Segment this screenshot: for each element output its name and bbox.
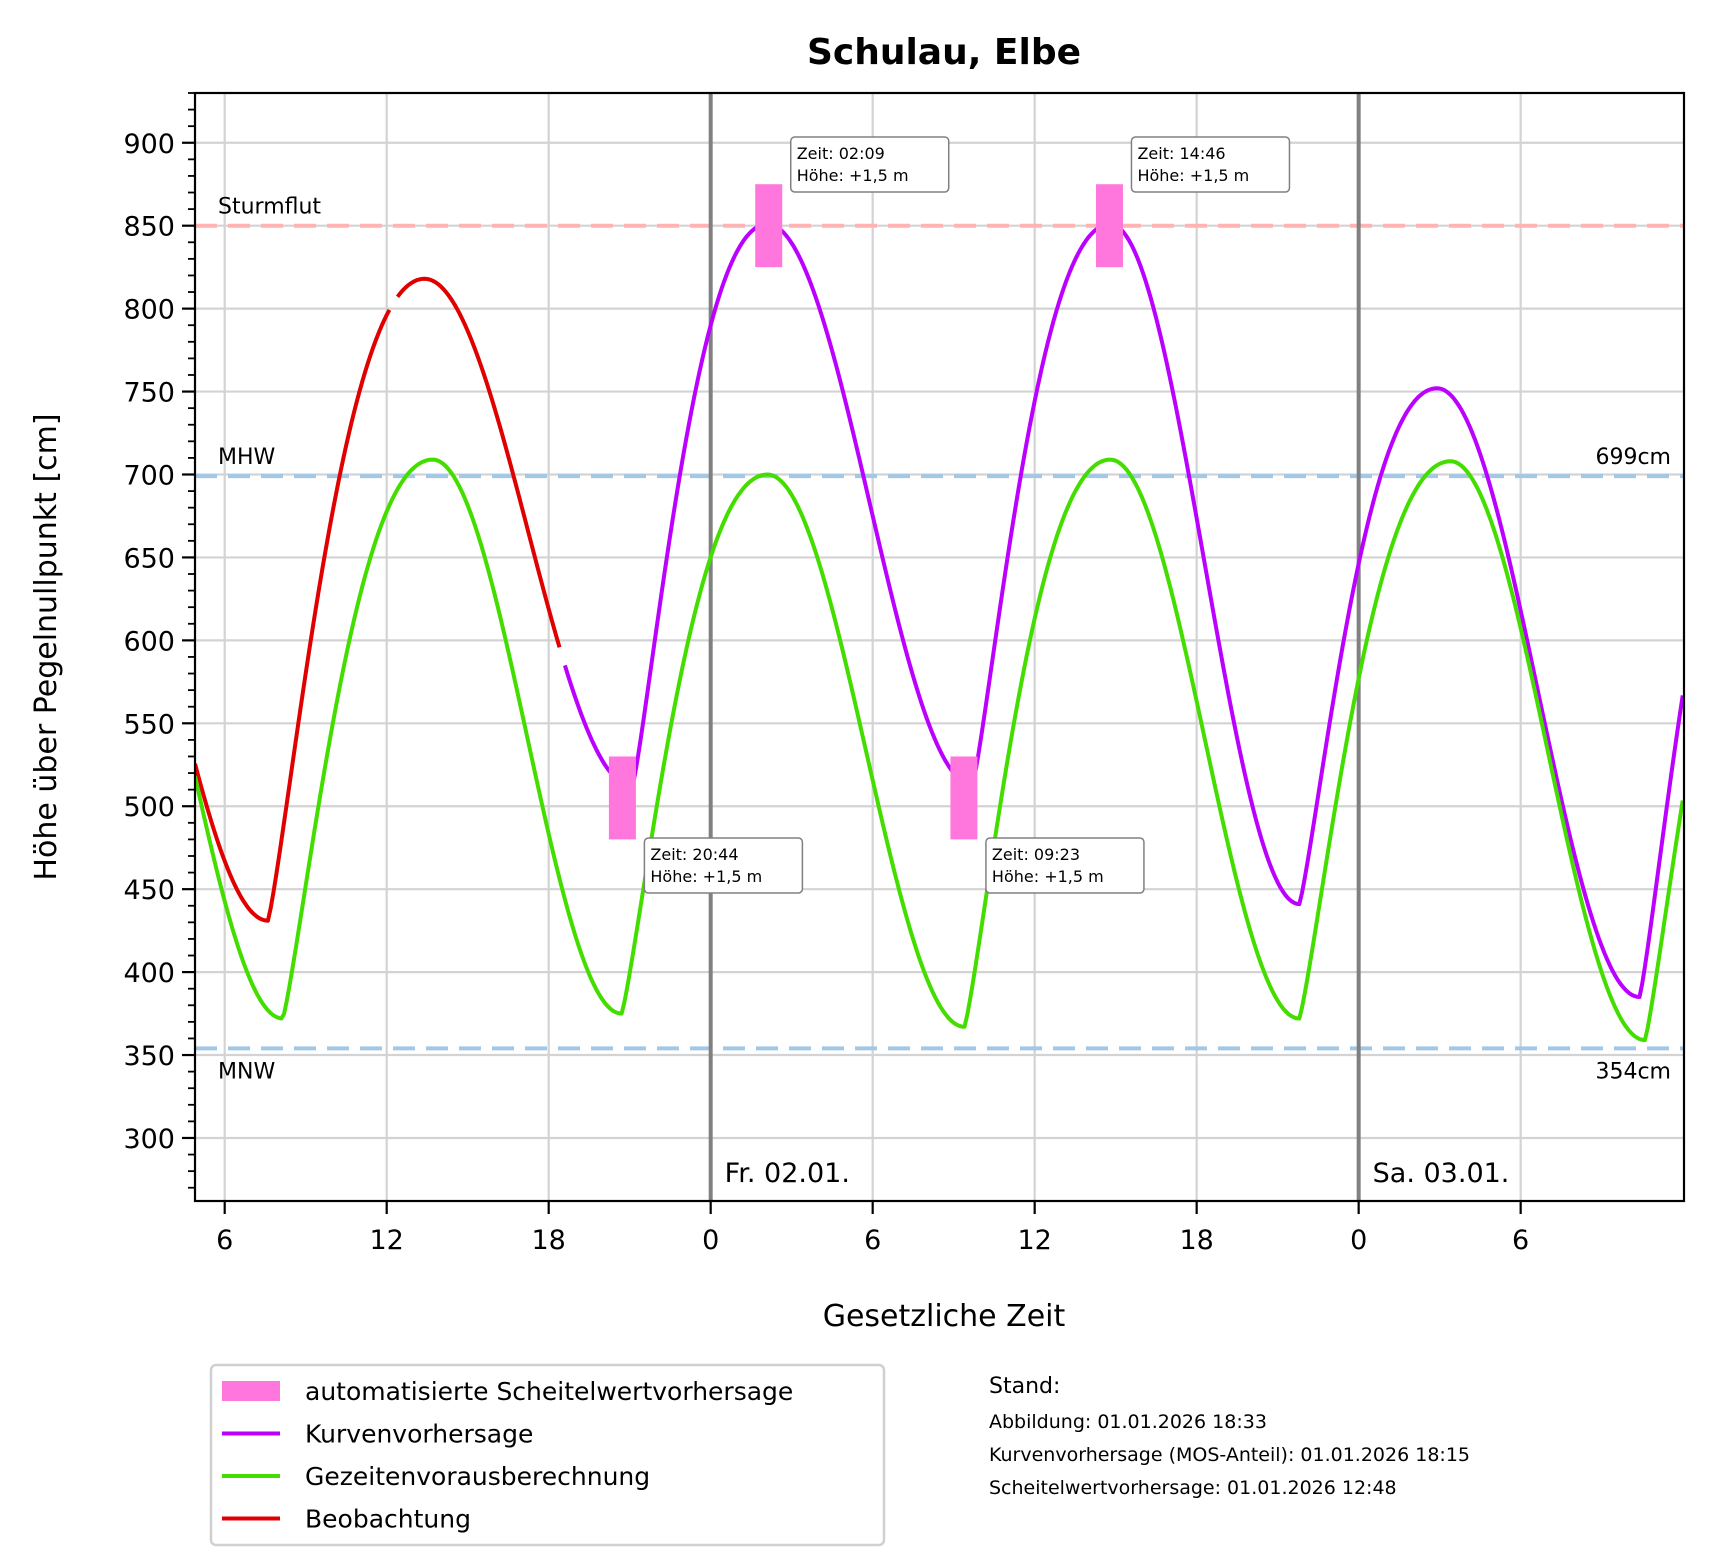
crest-forecast-bar <box>950 756 978 840</box>
reference-label: Sturmflut <box>218 195 321 220</box>
plot-frame <box>193 91 1686 1203</box>
crest-annotation-height: Höhe: +1,5 m <box>797 166 909 185</box>
x-tick-label: 12 <box>1017 1225 1051 1256</box>
legend: automatisierte Scheitelwertvorhersage Kur… <box>209 1363 886 1547</box>
crest-annotation-box <box>1130 136 1291 193</box>
y-tick-label: 850 <box>123 212 175 243</box>
x-tick-label: 18 <box>1179 1225 1213 1256</box>
y-tick-label: 650 <box>123 543 175 574</box>
x-tick-label: 18 <box>532 1225 566 1256</box>
stand-line: Scheitelwertvorhersage: 01.01.2026 12:48 <box>989 1477 1397 1499</box>
grid <box>195 93 1684 1201</box>
y-tick-label: 800 <box>123 295 175 326</box>
series-line-beobachtung <box>195 308 392 923</box>
reference-label: MHW <box>218 445 276 470</box>
reference-label: MNW <box>218 1059 275 1084</box>
crest-annotation-box <box>789 136 950 193</box>
series-group <box>195 222 1684 1043</box>
stand-line: Kurvenvorhersage (MOS-Anteil): 01.01.202… <box>989 1444 1470 1466</box>
x-tick-label: 0 <box>1350 1225 1367 1256</box>
crest-annotation-time: Zeit: 14:46 <box>1137 144 1225 163</box>
series-line-gezeitenvorausberechnung <box>195 457 1684 1043</box>
y-tick-label: 900 <box>123 129 175 160</box>
legend-label: Beobachtung <box>305 1505 471 1534</box>
legend-swatch-patch <box>222 1381 280 1401</box>
crest-annotation-time: Zeit: 02:09 <box>797 144 885 163</box>
y-tick-label: 300 <box>123 1124 175 1155</box>
stand-line: Abbildung: 01.01.2026 18:33 <box>989 1411 1267 1433</box>
stand-info: Stand: Abbildung: 01.01.2026 18:33 Kurve… <box>989 1374 1470 1499</box>
x-tick-label: 6 <box>216 1225 233 1256</box>
y-tick-label: 750 <box>123 378 175 409</box>
y-tick-label: 700 <box>123 460 175 491</box>
legend-label: automatisierte Scheitelwertvorhersage <box>305 1377 793 1406</box>
axes: 6 12 18 0 6 12 18 0 6 300 350 400 450 500 550 600 650 700… <box>123 92 1529 1256</box>
x-axis-label: Gesetzliche Zeit <box>823 1299 1066 1334</box>
day-label: Sa. 03.01. <box>1373 1158 1510 1189</box>
y-axis-label: Höhe über Pegelnullpunkt [cm] <box>29 413 64 880</box>
x-tick-label: 6 <box>1512 1225 1529 1256</box>
y-tick-label: 350 <box>123 1041 175 1072</box>
crest-annotation-height: Höhe: +1,5 m <box>1137 166 1249 185</box>
x-tick-label: 6 <box>864 1225 881 1256</box>
crest-annotation-height: Höhe: +1,5 m <box>992 867 1104 886</box>
day-label: Fr. 02.01. <box>725 1158 850 1189</box>
y-tick-label: 550 <box>123 709 175 740</box>
x-tick-label: 0 <box>702 1225 719 1256</box>
day-lines: Fr. 02.01. Sa. 03.01. <box>708 93 1510 1201</box>
crest-forecasts: Zeit: 20:44 Höhe: +1,5 m Zeit: 02:09 Höhe: … <box>608 136 1291 894</box>
crest-annotation-time: Zeit: 09:23 <box>992 845 1080 864</box>
legend-label: Gezeitenvorausberechnung <box>305 1462 650 1491</box>
crest-forecast-bar <box>608 756 636 840</box>
x-tick-label: 12 <box>370 1225 404 1256</box>
crest-annotation-time: Zeit: 20:44 <box>650 845 738 864</box>
reference-value-label: 699cm <box>1595 445 1671 470</box>
crest-annotation-box <box>985 837 1145 894</box>
crest-forecast-bar <box>1095 184 1123 268</box>
y-tick-label: 400 <box>123 958 175 989</box>
reference-lines: Sturmflut MHW 699cm MNW 354cm <box>195 195 1684 1084</box>
crest-forecast-bar <box>755 184 783 268</box>
legend-label: Kurvenvorhersage <box>305 1420 533 1449</box>
crest-annotation-box <box>643 837 804 894</box>
series-line-kurvenvorhersage <box>562 222 1684 999</box>
series-line-beobachtung <box>395 276 562 648</box>
reference-value-label: 354cm <box>1595 1059 1671 1084</box>
y-tick-label: 600 <box>123 626 175 657</box>
y-tick-label: 450 <box>123 875 175 906</box>
y-tick-label: 500 <box>123 792 175 823</box>
crest-annotation-height: Höhe: +1,5 m <box>650 867 762 886</box>
legend-frame <box>209 1363 886 1547</box>
stand-heading: Stand: <box>989 1374 1060 1399</box>
chart-title: Schulau, Elbe <box>807 32 1081 73</box>
